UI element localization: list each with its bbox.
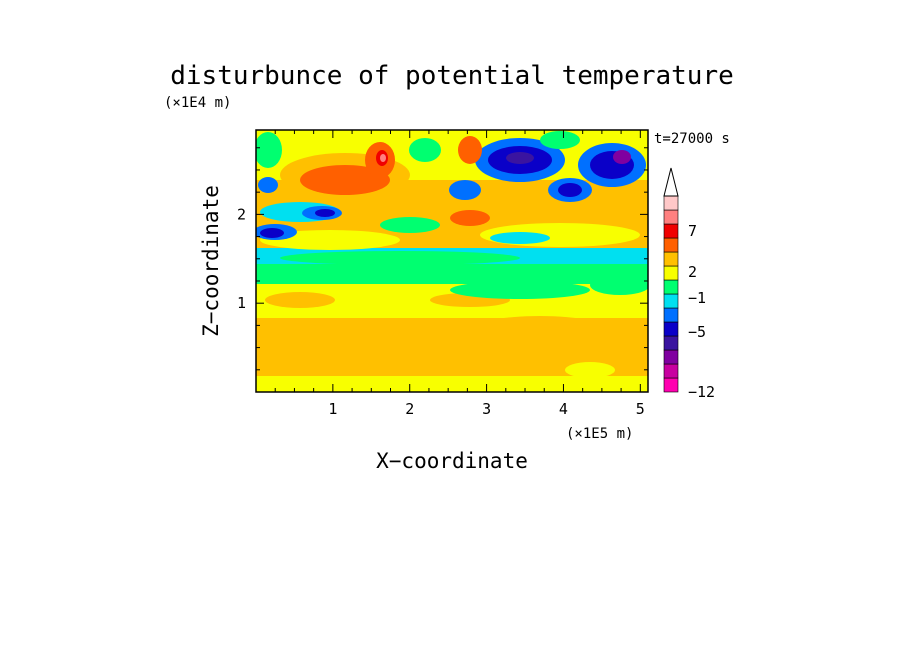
colorbar-swatch <box>663 237 679 253</box>
field-region <box>506 152 534 164</box>
field-region <box>490 232 550 244</box>
field-region <box>409 138 441 162</box>
field-region <box>470 316 610 344</box>
colorbar-swatch <box>663 293 679 309</box>
y-tick-label: 2 <box>237 205 246 223</box>
field-region <box>256 376 648 392</box>
colorbar-swatch <box>663 377 679 393</box>
y-tick-label: 1 <box>237 294 246 312</box>
colorbar-swatch <box>663 335 679 351</box>
y-axis-title: Z−coordinate <box>199 185 223 337</box>
x-tick-label: 4 <box>559 400 568 418</box>
field-region <box>590 275 648 295</box>
field-region <box>265 322 455 358</box>
colorbar-label: −5 <box>688 323 706 341</box>
field-region <box>315 209 335 217</box>
colorbar-label: −12 <box>688 383 715 401</box>
y-unit-label: (×1E4 m) <box>164 95 231 111</box>
colorbar-swatch <box>663 195 679 211</box>
chart-title: disturbunce of potential temperature <box>170 61 734 91</box>
field-region <box>380 217 440 233</box>
field-region <box>256 132 282 168</box>
x-tick-label: 2 <box>405 400 414 418</box>
colorbar-label: 7 <box>688 222 697 240</box>
field-region <box>449 180 481 200</box>
field-region <box>558 183 582 197</box>
x-tick-label: 1 <box>328 400 337 418</box>
field-region <box>265 292 335 308</box>
colorbar-swatch <box>663 307 679 323</box>
field-region <box>280 251 520 265</box>
field-region <box>258 177 278 193</box>
field-region <box>450 281 590 299</box>
field-region <box>260 228 284 238</box>
field-region <box>380 154 386 162</box>
x-unit-label: (×1E5 m) <box>566 426 633 442</box>
field-region <box>450 210 490 226</box>
x-tick-label: 3 <box>482 400 491 418</box>
field-region <box>565 362 615 378</box>
colorbar-swatch <box>663 363 679 379</box>
time-label: t=27000 s <box>654 131 730 147</box>
field-region <box>256 262 648 284</box>
plot-area <box>256 130 648 392</box>
field-region <box>300 165 390 195</box>
x-axis: 1 2 3 4 5 <box>274 130 645 418</box>
colorbar-label: 2 <box>688 263 697 281</box>
y-axis: 12 <box>237 147 648 371</box>
x-axis-title: X−coordinate <box>376 449 528 473</box>
field-region <box>613 150 631 164</box>
field-region <box>458 136 482 164</box>
colorbar-swatch <box>663 265 679 281</box>
plot-frame <box>255 129 649 393</box>
colorbar-swatch <box>663 209 679 225</box>
colorbar-swatch <box>663 251 679 267</box>
colorbar-swatch <box>663 279 679 295</box>
colorbar-swatch <box>663 349 679 365</box>
colorbar-swatch <box>663 223 679 239</box>
x-tick-label: 5 <box>636 400 645 418</box>
colorbar: 7 2 −1 −5 −12 <box>663 167 715 401</box>
colorbar-label: −1 <box>688 289 706 307</box>
colorbar-extend-arrow <box>663 167 679 197</box>
field-region <box>540 131 580 149</box>
colorbar-swatch <box>663 321 679 337</box>
